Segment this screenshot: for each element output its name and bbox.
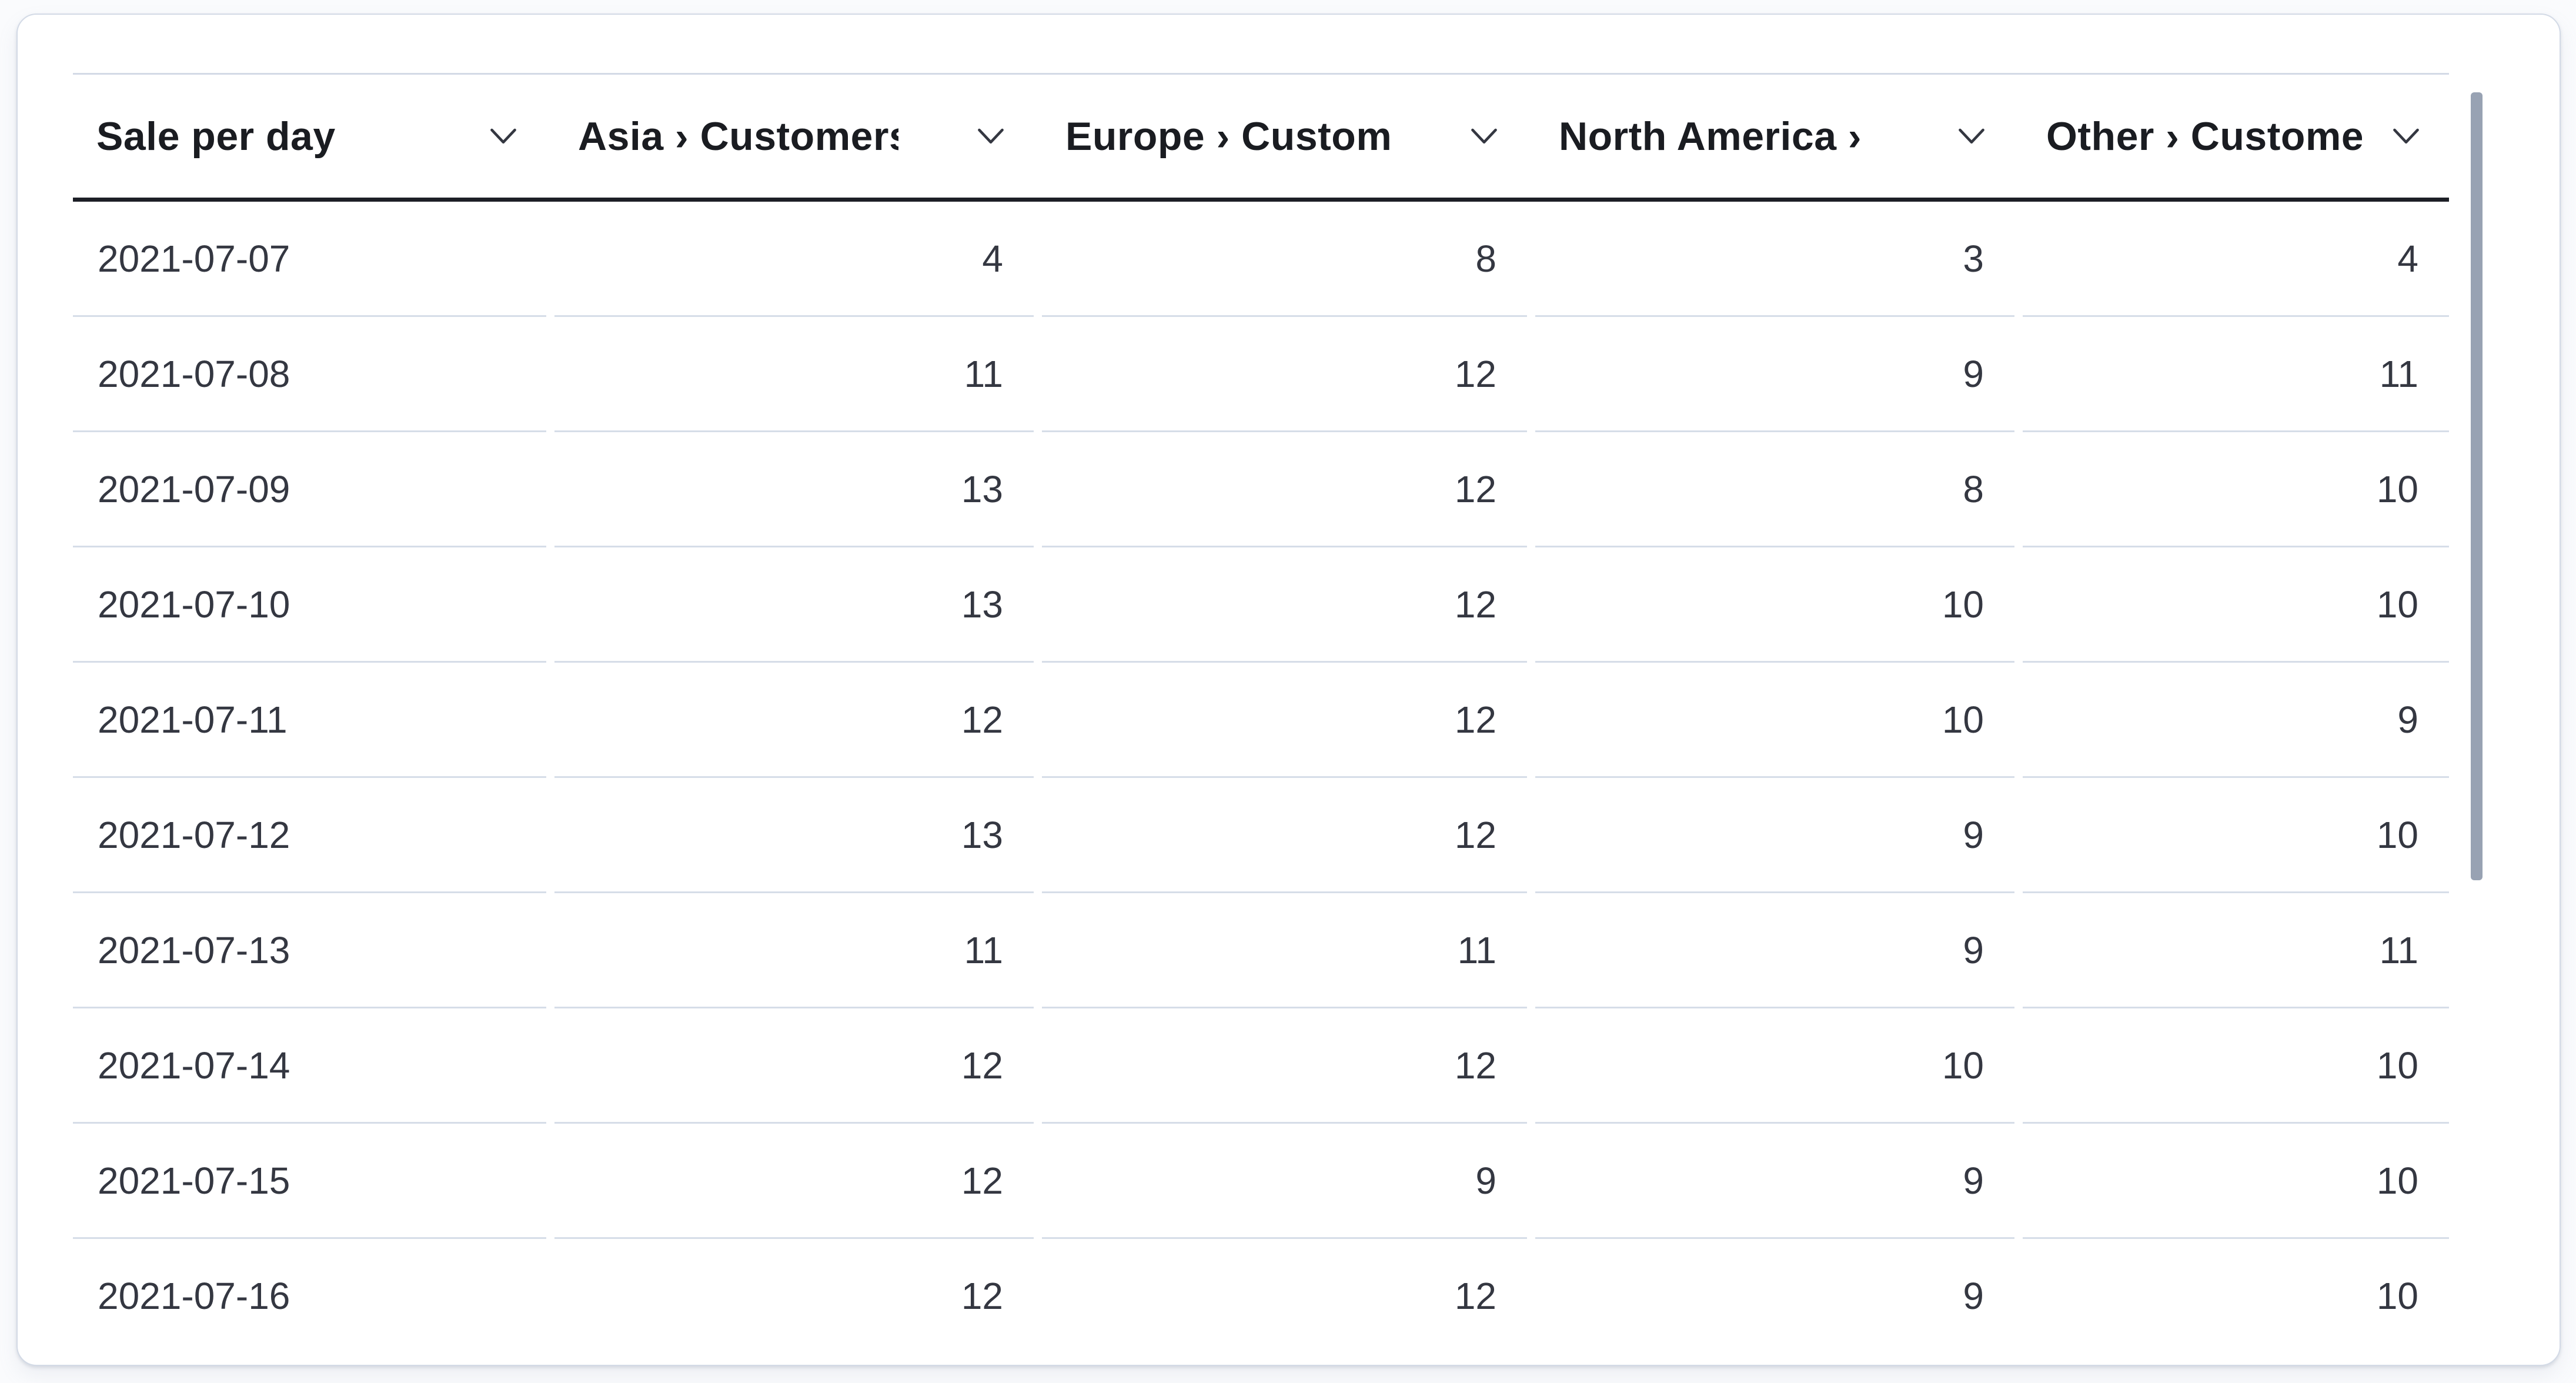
table-cell: 10 xyxy=(1535,1008,2014,1124)
table-cell: 9 xyxy=(1535,1239,2014,1313)
table-cell: 11 xyxy=(1042,893,1527,1008)
table-cell: 12 xyxy=(554,1008,1034,1124)
table-cell: 2021-07-14 xyxy=(73,1008,546,1124)
table-cell: 2021-07-09 xyxy=(73,432,546,547)
table-cell: 4 xyxy=(554,202,1034,317)
table-cell: 12 xyxy=(1042,778,1527,893)
column-header-1[interactable]: Asia › Customers xyxy=(554,75,1034,198)
table-cell: 12 xyxy=(1042,317,1527,432)
chevron-down-icon[interactable] xyxy=(977,128,1004,145)
table-cell: 10 xyxy=(1535,663,2014,778)
column-header-0[interactable]: Sale per day xyxy=(73,75,546,198)
table-row: 2021-07-13 11 11 9 11 xyxy=(73,893,2449,1008)
table-cell: 10 xyxy=(2023,1124,2449,1239)
table-cell: 12 xyxy=(554,1239,1034,1313)
chevron-down-icon[interactable] xyxy=(1471,128,1498,145)
table-cell: 13 xyxy=(554,432,1034,547)
table-cell: 13 xyxy=(554,778,1034,893)
table-cell: 8 xyxy=(1535,432,2014,547)
table-cell: 10 xyxy=(2023,778,2449,893)
column-header-2[interactable]: Europe › Customers xyxy=(1042,75,1527,198)
table-row: 2021-07-07 4 8 3 4 xyxy=(73,202,2449,317)
table-cell: 12 xyxy=(554,1124,1034,1239)
chevron-down-icon[interactable] xyxy=(1958,128,1985,145)
table-scroll-area: Sale per day Asia › Customers Europe › C… xyxy=(73,73,2449,1312)
table-row: 2021-07-10 13 12 10 10 xyxy=(73,547,2449,663)
table-cell: 9 xyxy=(1535,778,2014,893)
table-cell: 2021-07-08 xyxy=(73,317,546,432)
table-body: 2021-07-07 4 8 3 4 2021-07-08 11 12 9 11 2021-07-0… xyxy=(73,202,2449,1312)
table-cell: 9 xyxy=(1535,893,2014,1008)
table-cell: 10 xyxy=(2023,547,2449,663)
table-row: 2021-07-14 12 12 10 10 xyxy=(73,1008,2449,1124)
table-cell: 11 xyxy=(2023,317,2449,432)
column-header-4[interactable]: Other › Customers xyxy=(2023,75,2449,198)
table-cell: 2021-07-15 xyxy=(73,1124,546,1239)
table-row: 2021-07-16 12 12 9 10 xyxy=(73,1239,2449,1313)
table-row: 2021-07-15 12 9 9 10 xyxy=(73,1124,2449,1239)
header-row: Sale per day Asia › Customers Europe › C… xyxy=(73,73,2449,202)
table-row: 2021-07-11 12 12 10 9 xyxy=(73,663,2449,778)
table-cell: 2021-07-11 xyxy=(73,663,546,778)
table-cell: 12 xyxy=(1042,663,1527,778)
table-cell: 3 xyxy=(1535,202,2014,317)
chevron-down-icon[interactable] xyxy=(2393,128,2420,145)
table-cell: 12 xyxy=(1042,1008,1527,1124)
table-cell: 11 xyxy=(554,893,1034,1008)
table-cell: 8 xyxy=(1042,202,1527,317)
table-cell: 9 xyxy=(1535,317,2014,432)
table-cell: 2021-07-12 xyxy=(73,778,546,893)
table-cell: 9 xyxy=(1535,1124,2014,1239)
table-cell: 13 xyxy=(554,547,1034,663)
table-row: 2021-07-08 11 12 9 11 xyxy=(73,317,2449,432)
chevron-down-icon[interactable] xyxy=(490,128,517,145)
table-cell: 9 xyxy=(1042,1124,1527,1239)
table-cell: 4 xyxy=(2023,202,2449,317)
table-cell: 12 xyxy=(1042,1239,1527,1313)
table-cell: 10 xyxy=(1535,547,2014,663)
table-cell: 9 xyxy=(2023,663,2449,778)
column-header-label: Europe › Customers xyxy=(1065,113,1390,159)
table-card: Sale per day Asia › Customers Europe › C… xyxy=(16,14,2561,1366)
table-cell: 10 xyxy=(2023,432,2449,547)
table-cell: 11 xyxy=(2023,893,2449,1008)
column-header-label: Sale per day xyxy=(96,113,336,159)
table-row: 2021-07-12 13 12 9 10 xyxy=(73,778,2449,893)
column-header-label: North America › Customers xyxy=(1559,113,1873,159)
table-cell: 12 xyxy=(554,663,1034,778)
vertical-scrollbar-thumb[interactable] xyxy=(2471,92,2483,880)
table-cell: 2021-07-10 xyxy=(73,547,546,663)
table-cell: 2021-07-07 xyxy=(73,202,546,317)
table-cell: 12 xyxy=(1042,547,1527,663)
table-cell: 2021-07-16 xyxy=(73,1239,546,1313)
column-header-label: Asia › Customers xyxy=(578,113,898,159)
table-cell: 10 xyxy=(2023,1239,2449,1313)
table-row: 2021-07-09 13 12 8 10 xyxy=(73,432,2449,547)
table-cell: 11 xyxy=(554,317,1034,432)
table-cell: 12 xyxy=(1042,432,1527,547)
table-cell: 10 xyxy=(2023,1008,2449,1124)
column-header-label: Other › Customers xyxy=(2046,113,2362,159)
table-cell: 2021-07-13 xyxy=(73,893,546,1008)
column-header-3[interactable]: North America › Customers xyxy=(1535,75,2014,198)
